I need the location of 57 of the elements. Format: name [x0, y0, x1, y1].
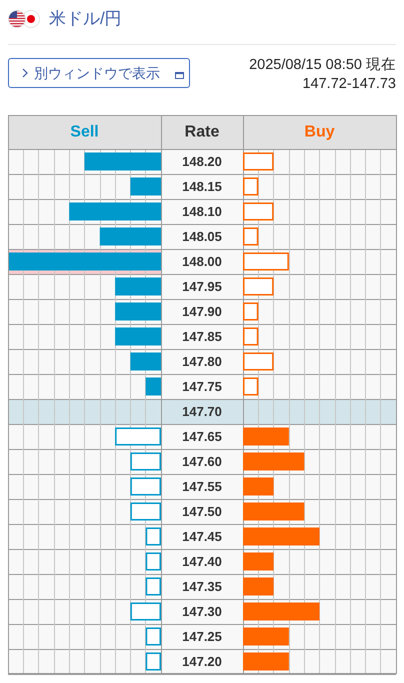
- y-tick-label: 148.10: [182, 204, 222, 219]
- y-tick-label: 147.35: [182, 579, 222, 594]
- bar: [243, 352, 274, 370]
- y-tick-label: 147.50: [182, 504, 222, 519]
- bar: [243, 178, 258, 196]
- bar: [243, 302, 258, 320]
- bar: [243, 278, 274, 296]
- y-tick-label: 147.20: [182, 654, 222, 669]
- bar: [130, 178, 161, 196]
- y-tick-label: 147.45: [182, 529, 222, 544]
- bar: [243, 528, 320, 546]
- series-label: Sell: [70, 124, 99, 140]
- bar: [243, 578, 274, 596]
- bar: [243, 252, 289, 270]
- bar: [146, 378, 161, 396]
- bar: [243, 628, 289, 646]
- y-tick-label: 148.20: [182, 154, 222, 169]
- bar: [243, 428, 289, 446]
- chart-title: 米ドル/円: [49, 8, 122, 30]
- y-tick-label: 147.30: [182, 604, 222, 619]
- text: Buy: [304, 124, 335, 140]
- bar: [243, 602, 320, 620]
- text: 147.72-147.73: [302, 75, 396, 93]
- bar: [243, 478, 274, 496]
- bar: [243, 552, 274, 570]
- bar: [243, 378, 258, 396]
- chart-subtitle: 2025/08/15 08:50 現在: [249, 56, 396, 74]
- bar: [84, 152, 161, 170]
- bar: [115, 328, 161, 346]
- y-tick-label: 147.65: [182, 429, 222, 444]
- bar: [243, 652, 289, 670]
- y-tick-label: 147.70: [182, 404, 222, 419]
- bar: [243, 202, 274, 220]
- y-axis-title: Rate: [184, 124, 220, 140]
- y-tick-label: 147.60: [182, 454, 222, 469]
- y-tick-label: 148.05: [182, 229, 222, 244]
- y-tick-label: 147.40: [182, 554, 222, 569]
- y-tick-label: 147.75: [182, 379, 222, 394]
- y-tick-label: 147.55: [182, 479, 222, 494]
- bar: [130, 352, 161, 370]
- bar: [243, 228, 258, 246]
- bar: [243, 328, 258, 346]
- y-tick-label: 147.80: [182, 354, 222, 369]
- y-tick-label: 148.00: [182, 254, 222, 269]
- y-tick-label: 147.90: [182, 304, 222, 319]
- y-tick-label: 147.95: [182, 279, 222, 294]
- bar: [243, 452, 304, 470]
- bar: [69, 202, 161, 220]
- bar: [115, 278, 161, 296]
- y-tick-label: 147.25: [182, 629, 222, 644]
- button[interactable]: 別ウィンドウで表示: [8, 58, 190, 88]
- bar: [100, 228, 161, 246]
- bar: [243, 152, 274, 170]
- bar: [243, 502, 304, 520]
- bar: [115, 302, 161, 320]
- y-tick-label: 148.15: [182, 179, 222, 194]
- y-tick-label: 147.85: [182, 329, 222, 344]
